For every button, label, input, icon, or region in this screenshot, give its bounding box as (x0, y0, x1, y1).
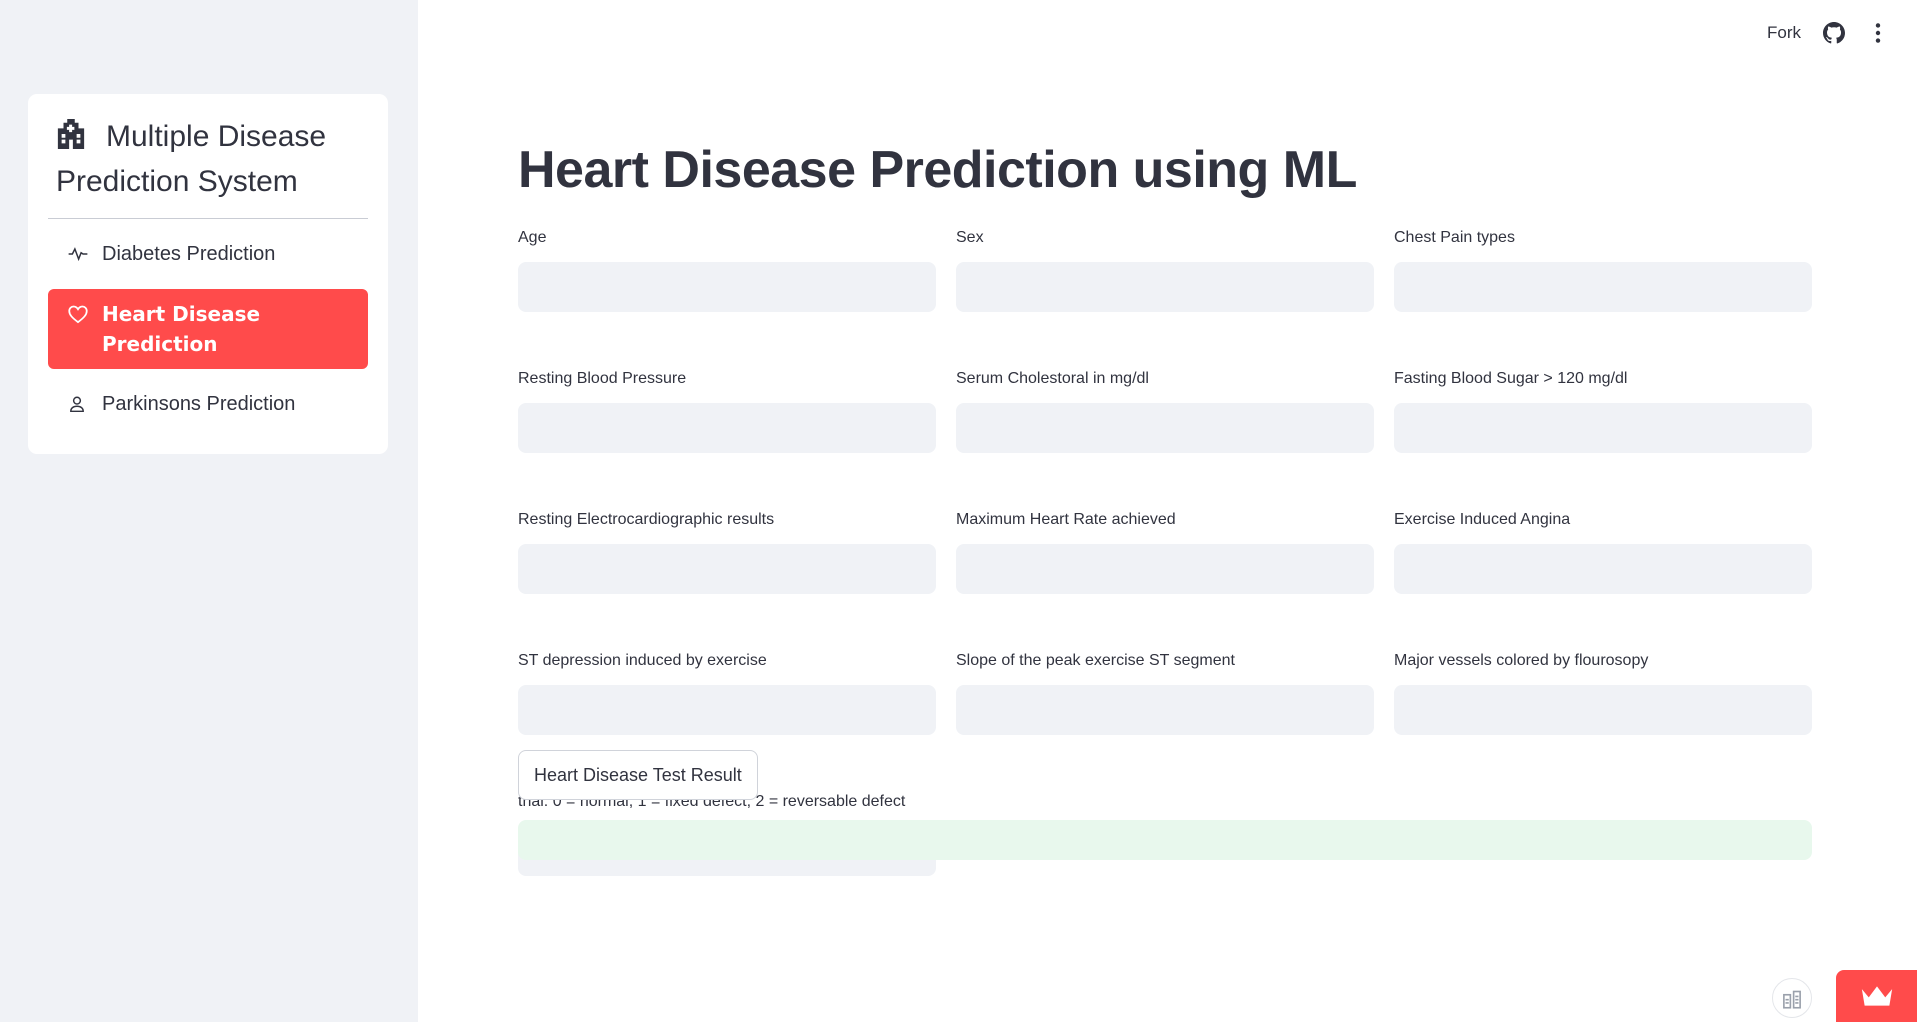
hospital-icon (56, 117, 86, 149)
st-depression-input[interactable] (518, 685, 936, 735)
field-sex: Sex (956, 226, 1374, 312)
sidebar-item-heart-disease[interactable]: Heart Disease Prediction (48, 289, 368, 369)
fork-link[interactable]: Fork (1767, 23, 1801, 42)
sidebar-item-label: Heart Disease Prediction (102, 302, 261, 356)
menu-title-text: Multiple Disease Prediction System (56, 120, 327, 198)
chest-pain-input[interactable] (1394, 262, 1812, 312)
field-cholesterol: Serum Cholestoral in mg/dl (956, 367, 1374, 453)
menu-divider (48, 218, 368, 219)
field-st-depression: ST depression induced by exercise (518, 649, 936, 735)
field-label: Resting Blood Pressure (518, 370, 687, 387)
menu-title: Multiple Disease Prediction System (48, 114, 368, 204)
sex-input[interactable] (956, 262, 1374, 312)
sidebar-item-diabetes[interactable]: Diabetes Prediction (48, 229, 368, 279)
field-label: Fasting Blood Sugar > 120 mg/dl (1394, 370, 1628, 387)
heart-icon (68, 299, 88, 329)
field-label: ST depression induced by exercise (518, 652, 767, 669)
kebab-menu-icon[interactable] (1867, 22, 1889, 44)
person-icon (68, 389, 88, 419)
github-icon[interactable] (1823, 22, 1845, 44)
field-label: Exercise Induced Angina (1394, 511, 1571, 528)
field-resting-bp: Resting Blood Pressure (518, 367, 936, 453)
option-menu: Multiple Disease Prediction System Diabe… (28, 94, 388, 454)
heart-test-result-button[interactable]: Heart Disease Test Result (518, 750, 758, 800)
field-label: Chest Pain types (1394, 229, 1515, 246)
field-label: Serum Cholestoral in mg/dl (956, 370, 1149, 387)
activity-icon (68, 239, 88, 269)
toolbar: Fork (1767, 22, 1889, 44)
page-title: Heart Disease Prediction using ML (518, 141, 1357, 199)
field-age: Age (518, 226, 936, 312)
resting-bp-input[interactable] (518, 403, 936, 453)
field-resting-ecg: Resting Electrocardiographic results (518, 508, 936, 594)
field-exercise-angina: Exercise Induced Angina (1394, 508, 1812, 594)
field-max-heart-rate: Maximum Heart Rate achieved (956, 508, 1374, 594)
age-input[interactable] (518, 262, 936, 312)
field-st-slope: Slope of the peak exercise ST segment (956, 649, 1374, 735)
st-slope-input[interactable] (956, 685, 1374, 735)
max-heart-rate-input[interactable] (956, 544, 1374, 594)
result-success-box (518, 820, 1812, 860)
app-status-widget[interactable] (1772, 978, 1812, 1018)
cholesterol-input[interactable] (956, 403, 1374, 453)
sidebar-item-label: Parkinsons Prediction (102, 393, 296, 415)
field-label: Sex (956, 229, 984, 246)
field-label: Resting Electrocardiographic results (518, 511, 775, 528)
field-label: Slope of the peak exercise ST segment (956, 652, 1235, 669)
input-form: Age Sex Chest Pain types Resting Blood P… (518, 226, 1812, 876)
field-label: Major vessels colored by flourosopy (1394, 652, 1649, 669)
field-fasting-sugar: Fasting Blood Sugar > 120 mg/dl (1394, 367, 1812, 453)
sidebar-item-label: Diabetes Prediction (102, 243, 276, 265)
field-major-vessels: Major vessels colored by flourosopy (1394, 649, 1812, 735)
fasting-sugar-input[interactable] (1394, 403, 1812, 453)
field-label: Age (518, 229, 547, 246)
sidebar: Multiple Disease Prediction System Diabe… (0, 0, 418, 1022)
exercise-angina-input[interactable] (1394, 544, 1812, 594)
field-chest-pain: Chest Pain types (1394, 226, 1812, 312)
crown-icon[interactable] (1836, 970, 1917, 1022)
field-label: Maximum Heart Rate achieved (956, 511, 1176, 528)
resting-ecg-input[interactable] (518, 544, 936, 594)
sidebar-item-parkinsons[interactable]: Parkinsons Prediction (48, 379, 368, 429)
major-vessels-input[interactable] (1394, 685, 1812, 735)
